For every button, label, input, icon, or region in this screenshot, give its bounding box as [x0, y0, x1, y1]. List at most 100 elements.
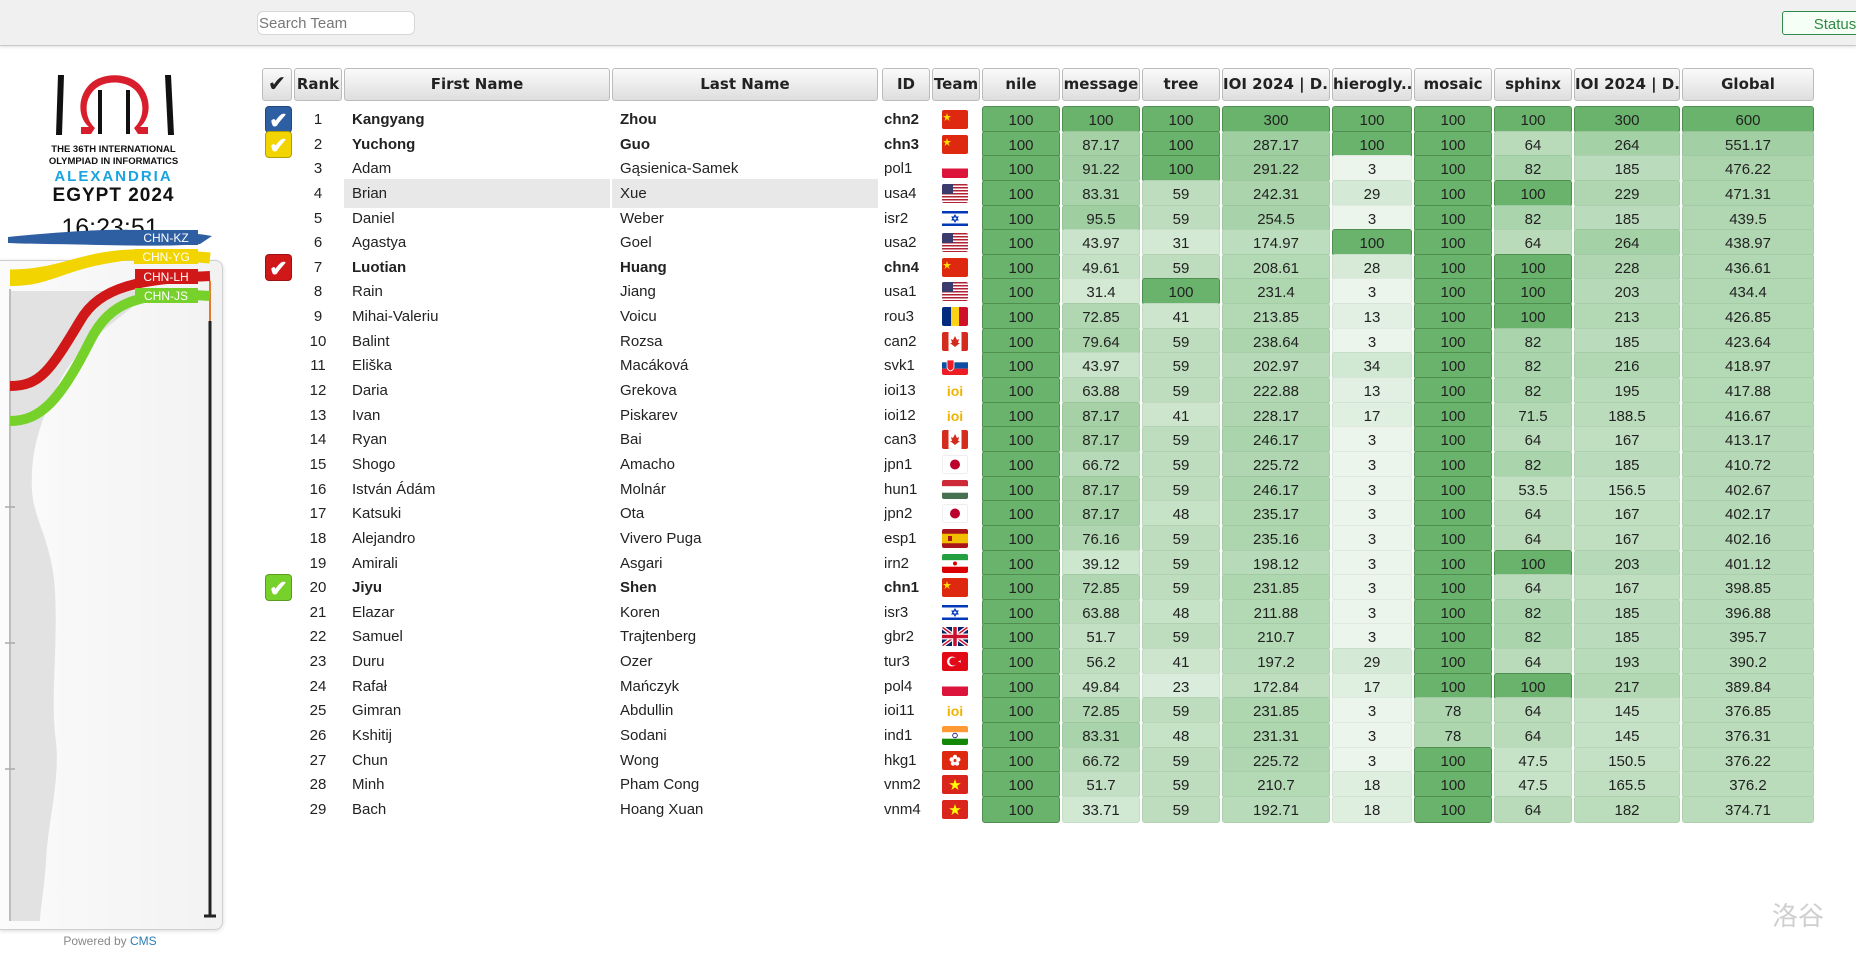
- team-select-checkbox[interactable]: ✔: [265, 130, 292, 158]
- score-cell-message[interactable]: 87.17: [1062, 500, 1140, 528]
- score-cell-global[interactable]: 438.97: [1682, 229, 1814, 257]
- column-header-first-name[interactable]: First Name: [344, 68, 610, 101]
- score-cell-hieroglyphs[interactable]: 28: [1332, 253, 1412, 281]
- score-cell-global[interactable]: 413.17: [1682, 426, 1814, 454]
- score-cell-nile[interactable]: 100: [982, 155, 1060, 183]
- first-name-cell[interactable]: Jiyu: [352, 579, 383, 597]
- table-row[interactable]: ✔ 2 Yuchong Guo chn3 100 87.17 100 287.17 100 100 6…: [262, 130, 1822, 159]
- score-cell-nile[interactable]: 100: [982, 450, 1060, 478]
- score-cell-ioi2024-day1[interactable]: 211.88: [1222, 598, 1330, 626]
- last-name-cell[interactable]: Wong: [620, 751, 659, 769]
- last-name-cell[interactable]: Amacho: [620, 455, 676, 473]
- score-cell-global[interactable]: 389.84: [1682, 672, 1814, 700]
- score-cell-ioi2024-day2[interactable]: 195: [1574, 377, 1680, 405]
- column-header-hieroglyphs[interactable]: hierogly...: [1332, 68, 1412, 101]
- first-name-cell[interactable]: Chun: [352, 751, 388, 769]
- table-row[interactable]: 3 Adam Gąsienica-Samek pol1 100 91.22 100 291.2…: [262, 154, 1822, 183]
- score-cell-nile[interactable]: 100: [982, 648, 1060, 676]
- score-cell-tree[interactable]: 23: [1142, 672, 1220, 700]
- table-row[interactable]: 15 Shogo Amacho jpn1 100 66.72 59 225.72 3 100 82 1…: [262, 450, 1822, 479]
- score-cell-global[interactable]: 390.2: [1682, 648, 1814, 676]
- table-row[interactable]: 10 Balint Rozsa can2 100 79.64 59 238.64 3 100 82 1…: [262, 327, 1822, 356]
- score-cell-global[interactable]: 376.22: [1682, 746, 1814, 774]
- score-cell-hieroglyphs[interactable]: 18: [1332, 795, 1412, 823]
- table-row[interactable]: 8 Rain Jiang usa1 100 31.4 100 231.4 3 100 100 203 4…: [262, 277, 1822, 306]
- first-name-cell[interactable]: Kshitij: [352, 727, 393, 744]
- score-cell-hieroglyphs[interactable]: 18: [1332, 771, 1412, 799]
- score-cell-ioi2024-day2[interactable]: 165.5: [1574, 771, 1680, 799]
- first-name-cell[interactable]: Ryan: [352, 431, 388, 449]
- score-cell-ioi2024-day2[interactable]: 185: [1574, 204, 1680, 232]
- score-cell-global[interactable]: 434.4: [1682, 278, 1814, 306]
- score-cell-ioi2024-day2[interactable]: 145: [1574, 697, 1680, 725]
- score-cell-tree[interactable]: 59: [1142, 746, 1220, 774]
- first-name-cell[interactable]: Eliška: [352, 357, 393, 375]
- table-row[interactable]: 25 Gimran Abdullin ioi11 ioi 100 72.85 59 231.85…: [262, 696, 1822, 725]
- table-row[interactable]: 21 Elazar Koren isr3 100 63.88 48 211.88 3 100 82 1…: [262, 598, 1822, 627]
- score-cell-nile[interactable]: 100: [982, 722, 1060, 749]
- score-cell-hieroglyphs[interactable]: 3: [1332, 623, 1412, 651]
- score-cell-mosaic[interactable]: 100: [1414, 450, 1492, 478]
- score-cell-global[interactable]: 401.12: [1682, 549, 1814, 577]
- score-cell-hieroglyphs[interactable]: 3: [1332, 574, 1412, 602]
- score-cell-nile[interactable]: 100: [982, 549, 1060, 577]
- score-cell-ioi2024-day1[interactable]: 172.84: [1222, 672, 1330, 700]
- score-cell-mosaic[interactable]: 100: [1414, 278, 1492, 306]
- score-cell-sphinx[interactable]: 64: [1494, 574, 1572, 602]
- score-cell-mosaic[interactable]: 100: [1414, 303, 1492, 331]
- first-name-cell[interactable]: István Ádám: [352, 480, 436, 498]
- score-cell-ioi2024-day2[interactable]: 213: [1574, 303, 1680, 331]
- first-name-cell[interactable]: Alejandro: [352, 529, 416, 547]
- score-cell-nile[interactable]: 100: [982, 204, 1060, 232]
- score-cell-tree[interactable]: 59: [1142, 377, 1220, 405]
- score-cell-ioi2024-day2[interactable]: 264: [1574, 130, 1680, 158]
- score-cell-hieroglyphs[interactable]: 3: [1332, 500, 1412, 528]
- score-cell-ioi2024-day1[interactable]: 213.85: [1222, 303, 1330, 331]
- score-cell-message[interactable]: 43.97: [1062, 229, 1140, 257]
- score-cell-sphinx[interactable]: 82: [1494, 204, 1572, 232]
- score-cell-ioi2024-day2[interactable]: 145: [1574, 722, 1680, 749]
- table-row[interactable]: 13 Ivan Piskarev ioi12 ioi 100 87.17 41 228.17 17…: [262, 401, 1822, 430]
- score-cell-ioi2024-day2[interactable]: 188.5: [1574, 401, 1680, 429]
- table-row[interactable]: 14 Ryan Bai can3 100 87.17 59 246.17 3 100 64 167 41…: [262, 425, 1822, 454]
- first-name-cell[interactable]: Ivan: [352, 406, 381, 424]
- score-cell-hieroglyphs[interactable]: 3: [1332, 549, 1412, 577]
- first-name-cell[interactable]: Mihai-Valeriu: [352, 308, 439, 326]
- last-name-cell[interactable]: Asgari: [620, 554, 663, 572]
- score-cell-sphinx[interactable]: 82: [1494, 377, 1572, 405]
- table-row[interactable]: 9 Mihai-Valeriu Voicu rou3 100 72.85 41 213.85 1…: [262, 302, 1822, 331]
- table-row[interactable]: 5 Daniel Weber isr2 100 95.5 59 254.5 3 100 82 185 4…: [262, 204, 1822, 233]
- score-cell-nile[interactable]: 100: [982, 426, 1060, 454]
- score-cell-sphinx[interactable]: 100: [1494, 672, 1572, 700]
- score-cell-ioi2024-day1[interactable]: 228.17: [1222, 401, 1330, 429]
- score-cell-ioi2024-day1[interactable]: 225.72: [1222, 746, 1330, 774]
- last-name-cell[interactable]: Ota: [620, 505, 645, 523]
- score-cell-message[interactable]: 76.16: [1062, 524, 1140, 552]
- score-cell-ioi2024-day1[interactable]: 231.31: [1222, 722, 1330, 749]
- score-cell-nile[interactable]: 100: [982, 746, 1060, 774]
- score-cell-tree[interactable]: 59: [1142, 524, 1220, 552]
- last-name-cell[interactable]: Bai: [620, 431, 642, 449]
- first-name-cell[interactable]: Rafał: [352, 677, 388, 695]
- score-cell-global[interactable]: 418.97: [1682, 352, 1814, 380]
- score-cell-ioi2024-day2[interactable]: 182: [1574, 795, 1680, 823]
- table-row[interactable]: 12 Daria Grekova ioi13 ioi 100 63.88 59 222.88 13…: [262, 376, 1822, 405]
- score-cell-ioi2024-day1[interactable]: 225.72: [1222, 450, 1330, 478]
- score-cell-tree[interactable]: 59: [1142, 204, 1220, 232]
- table-row[interactable]: 18 Alejandro Vivero Puga esp1 100 76.16 59 235.…: [262, 524, 1822, 553]
- first-name-cell[interactable]: Luotian: [352, 258, 407, 276]
- search-team-input[interactable]: [257, 11, 415, 35]
- score-cell-ioi2024-day2[interactable]: 167: [1574, 426, 1680, 454]
- last-name-cell[interactable]: Macáková: [620, 357, 689, 375]
- score-cell-tree[interactable]: 59: [1142, 450, 1220, 478]
- last-name-cell[interactable]: Grekova: [620, 382, 677, 400]
- score-cell-nile[interactable]: 100: [982, 795, 1060, 823]
- score-cell-sphinx[interactable]: 64: [1494, 648, 1572, 676]
- column-header-team[interactable]: Team: [932, 68, 980, 101]
- score-cell-ioi2024-day1[interactable]: 235.17: [1222, 500, 1330, 528]
- last-name-cell[interactable]: Mańczyk: [620, 677, 680, 695]
- score-cell-nile[interactable]: 100: [982, 623, 1060, 651]
- table-row[interactable]: 11 Eliška Macáková svk1 100 43.97 59 202.97 34 10…: [262, 351, 1822, 380]
- score-cell-global[interactable]: 402.17: [1682, 500, 1814, 528]
- column-header-tree[interactable]: tree: [1142, 68, 1220, 101]
